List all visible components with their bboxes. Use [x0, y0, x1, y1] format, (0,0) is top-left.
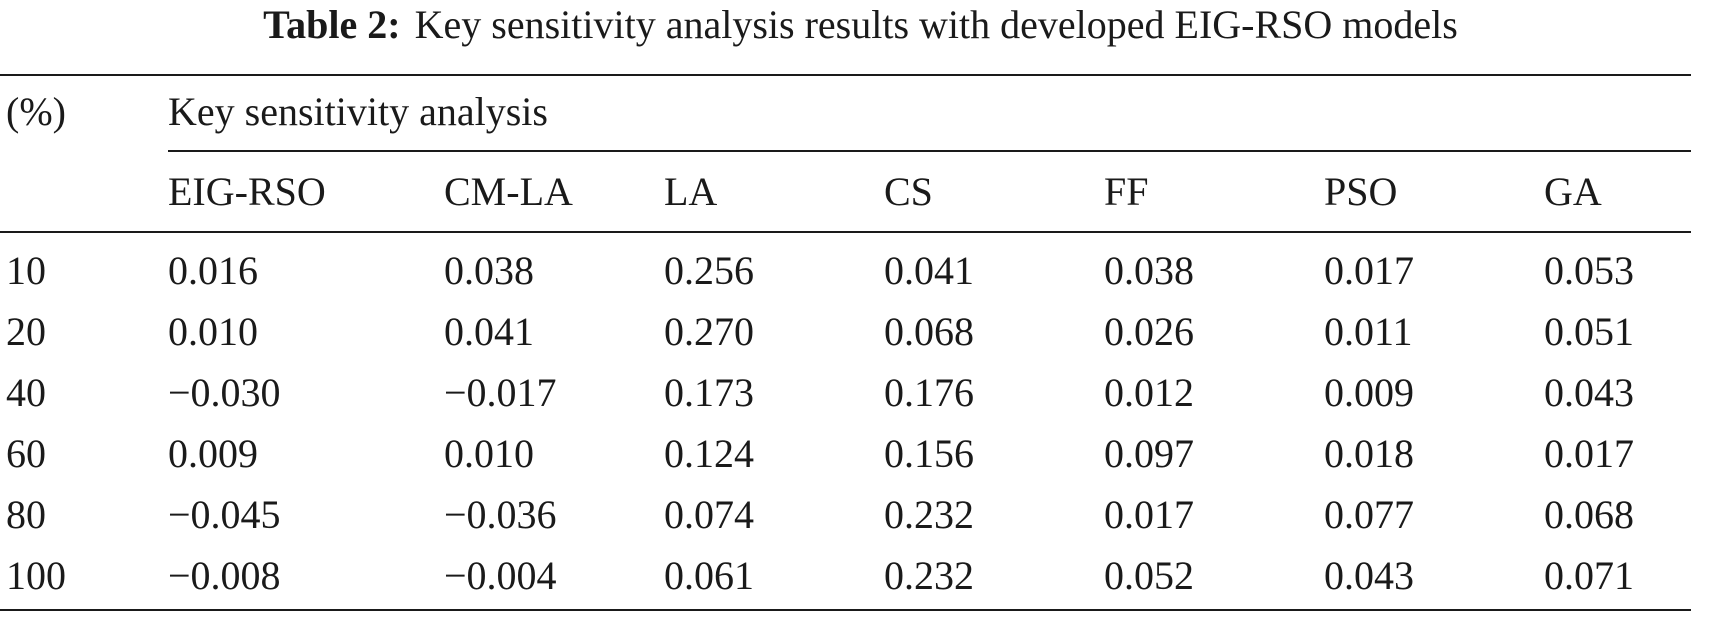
table-cell: 0.232: [884, 553, 974, 598]
table-cell: −0.017: [444, 370, 557, 415]
group-header-rule: [168, 150, 1691, 152]
table-cell: 0.041: [884, 248, 974, 293]
column-header-ff: FF: [1104, 169, 1149, 214]
group-header: Key sensitivity analysis: [168, 89, 548, 134]
table-cell: 0.071: [1544, 553, 1634, 598]
table-cell: 0.011: [1324, 309, 1413, 354]
table-cell: −0.008: [168, 553, 281, 598]
table-cell: 0.009: [1324, 370, 1414, 415]
table-cell: 0.077: [1324, 492, 1414, 537]
table-cell: 0.017: [1324, 248, 1414, 293]
table-cell: 0.052: [1104, 553, 1194, 598]
table-top-rule: [0, 74, 1691, 76]
table-cell: 0.009: [168, 431, 258, 476]
table-cell: 0.074: [664, 492, 754, 537]
table-cell: 0.232: [884, 492, 974, 537]
row-key: 80: [6, 492, 46, 537]
table-cell: 0.173: [664, 370, 754, 415]
table-cell: 0.043: [1324, 553, 1414, 598]
column-header-pso: PSO: [1324, 169, 1398, 214]
column-header-cs: CS: [884, 169, 933, 214]
row-key: 100: [6, 553, 66, 598]
table-cell: 0.041: [444, 309, 534, 354]
table-cell: −0.030: [168, 370, 281, 415]
table-cell: 0.124: [664, 431, 754, 476]
table-cell: 0.043: [1544, 370, 1634, 415]
table-cell: 0.026: [1104, 309, 1194, 354]
table-cell: 0.068: [1544, 492, 1634, 537]
column-header-cm-la: CM-LA: [444, 169, 573, 214]
header-bottom-rule: [0, 231, 1691, 233]
row-key: 60: [6, 431, 46, 476]
table-cell: 0.018: [1324, 431, 1414, 476]
table-cell: −0.045: [168, 492, 281, 537]
row-key: 20: [6, 309, 46, 354]
table-cell: 0.053: [1544, 248, 1634, 293]
table-cell: 0.097: [1104, 431, 1194, 476]
table-cell: 0.156: [884, 431, 974, 476]
table-cell: 0.038: [1104, 248, 1194, 293]
row-key: 40: [6, 370, 46, 415]
table-cell: 0.010: [444, 431, 534, 476]
table-cell: 0.176: [884, 370, 974, 415]
column-header-ga: GA: [1544, 169, 1602, 214]
table-cell: 0.256: [664, 248, 754, 293]
column-header-eig-rso: EIG-RSO: [168, 169, 326, 214]
table-cell: 0.061: [664, 553, 754, 598]
table-cell: 0.012: [1104, 370, 1194, 415]
table-bottom-rule: [0, 609, 1691, 611]
table-caption-label: Table 2:: [263, 2, 401, 47]
column-header-la: LA: [664, 169, 718, 214]
table-caption-text: Key sensitivity analysis results with de…: [414, 2, 1458, 47]
row-key: 10: [6, 248, 46, 293]
table-cell: 0.010: [168, 309, 258, 354]
table-cell: 0.017: [1104, 492, 1194, 537]
table-cell: −0.004: [444, 553, 557, 598]
table-cell: 0.038: [444, 248, 534, 293]
table-cell: 0.051: [1544, 309, 1634, 354]
row-header-unit: (%): [6, 89, 66, 134]
table-cell: −0.036: [444, 492, 557, 537]
table-cell: 0.270: [664, 309, 754, 354]
table-caption: Table 2: Key sensitivity analysis results…: [0, 0, 1721, 60]
table-cell: 0.016: [168, 248, 258, 293]
table-cell: 0.017: [1544, 431, 1634, 476]
table-cell: 0.068: [884, 309, 974, 354]
